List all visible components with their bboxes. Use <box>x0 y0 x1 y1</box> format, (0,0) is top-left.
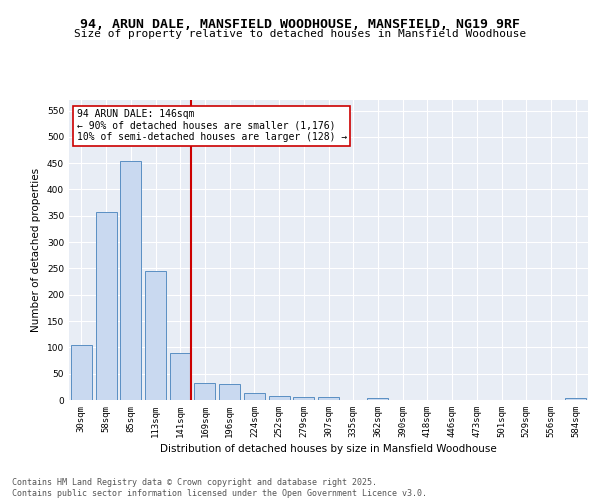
Bar <box>194 383 215 400</box>
Bar <box>95 212 116 400</box>
Bar <box>120 160 141 400</box>
Bar <box>269 396 290 400</box>
Text: Contains HM Land Registry data © Crown copyright and database right 2025.
Contai: Contains HM Land Registry data © Crown c… <box>12 478 427 498</box>
Text: Size of property relative to detached houses in Mansfield Woodhouse: Size of property relative to detached ho… <box>74 29 526 39</box>
Bar <box>293 398 314 400</box>
Bar <box>565 398 586 400</box>
Bar <box>367 398 388 400</box>
Bar <box>145 271 166 400</box>
Bar <box>219 384 240 400</box>
Y-axis label: Number of detached properties: Number of detached properties <box>31 168 41 332</box>
Bar <box>71 344 92 400</box>
X-axis label: Distribution of detached houses by size in Mansfield Woodhouse: Distribution of detached houses by size … <box>160 444 497 454</box>
Text: 94 ARUN DALE: 146sqm
← 90% of detached houses are smaller (1,176)
10% of semi-de: 94 ARUN DALE: 146sqm ← 90% of detached h… <box>77 109 347 142</box>
Bar <box>170 352 191 400</box>
Text: 94, ARUN DALE, MANSFIELD WOODHOUSE, MANSFIELD, NG19 9RF: 94, ARUN DALE, MANSFIELD WOODHOUSE, MANS… <box>80 18 520 30</box>
Bar <box>244 393 265 400</box>
Bar <box>318 398 339 400</box>
